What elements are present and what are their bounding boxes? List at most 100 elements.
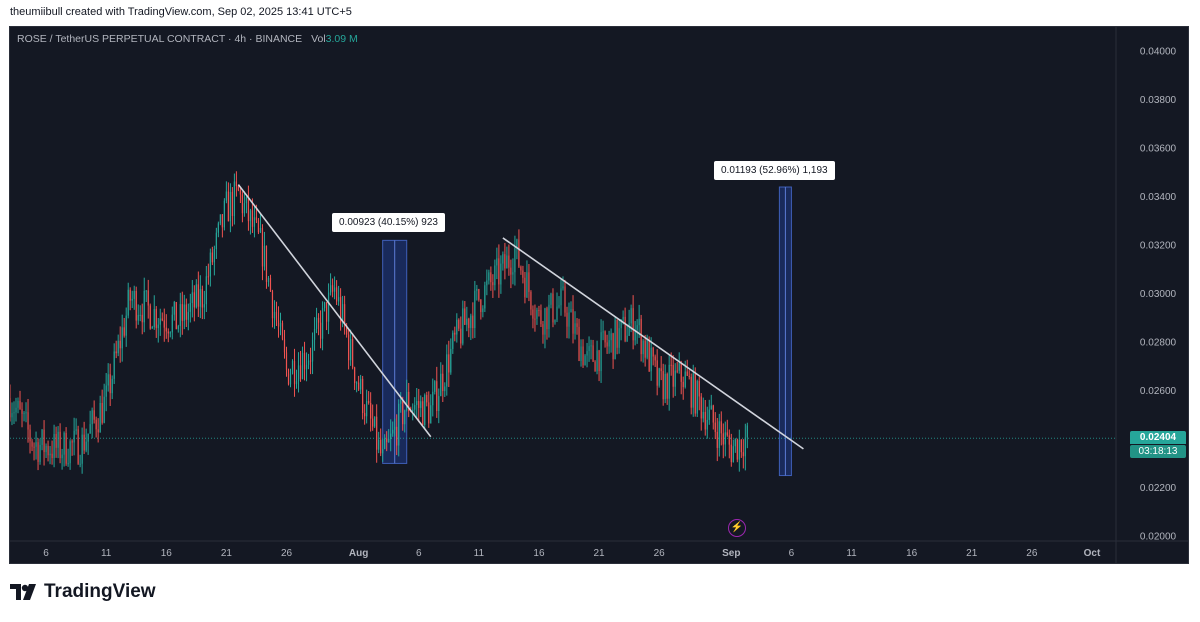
candle-body xyxy=(209,252,211,277)
candle-body xyxy=(440,373,442,397)
candle-body xyxy=(119,340,121,349)
y-tick-label: 0.03000 xyxy=(1140,289,1177,300)
candle-body xyxy=(694,373,696,414)
candle-body xyxy=(79,463,81,465)
candle-body xyxy=(446,354,448,387)
measure-label-2[interactable]: 0.01193 (52.96%) 1,193 xyxy=(714,161,835,180)
candle-body xyxy=(155,309,157,329)
candle-body xyxy=(528,272,530,292)
y-tick-label: 0.03400 xyxy=(1140,192,1177,203)
candle-body xyxy=(368,401,370,403)
y-tick-label: 0.02600 xyxy=(1140,386,1177,397)
candle-body xyxy=(235,181,238,186)
candle-body xyxy=(301,352,304,379)
candle-body xyxy=(297,365,300,381)
symbol-title[interactable]: ROSE / TetherUS PERPETUAL CONTRACT · 4h … xyxy=(17,33,303,45)
candle-body xyxy=(321,308,324,339)
x-tick-label: 26 xyxy=(1026,548,1038,559)
candle-body xyxy=(323,302,326,309)
candle-body xyxy=(183,304,185,321)
candle-body xyxy=(542,324,544,335)
x-tick-label: Aug xyxy=(349,548,368,559)
candle-body xyxy=(47,445,49,456)
candle-body xyxy=(702,411,704,419)
footer-brand: TradingView xyxy=(10,581,156,603)
candle-body xyxy=(167,331,169,334)
candle-body xyxy=(205,276,207,305)
candle-body xyxy=(329,285,332,293)
candle-body xyxy=(67,463,69,465)
candle-body xyxy=(552,293,554,323)
candle-body xyxy=(534,318,536,320)
candle-body xyxy=(438,396,440,411)
candle-body xyxy=(111,378,113,394)
candle-body xyxy=(223,200,225,228)
candle-body xyxy=(498,258,500,285)
candle-body xyxy=(482,308,484,313)
candle-body xyxy=(696,381,698,414)
candle-body xyxy=(271,291,274,319)
candle-body xyxy=(173,302,175,315)
candle-body xyxy=(428,402,430,424)
candle-body xyxy=(582,346,584,366)
symbol-legend[interactable]: ROSE / TetherUS PERPETUAL CONTRACT · 4h … xyxy=(17,33,358,45)
chart-attribution: theumiibull created with TradingView.com… xyxy=(10,6,352,18)
candle-body xyxy=(201,289,203,308)
candle-body xyxy=(352,338,354,368)
candle-body xyxy=(708,409,710,420)
candle-body xyxy=(117,340,119,354)
candle-body xyxy=(618,328,620,348)
candle-body xyxy=(500,263,502,285)
candle-body xyxy=(243,203,246,214)
candle-body xyxy=(744,437,746,457)
candle-body xyxy=(69,441,71,464)
tradingview-logo-icon xyxy=(10,584,36,600)
candle-body xyxy=(10,397,11,418)
candle-body xyxy=(680,362,682,382)
candle-body xyxy=(606,342,608,347)
candle-body xyxy=(23,412,25,414)
chart-panel[interactable]: 0.04000 0.03800 0.03600 0.03400 0.03200 0.030… xyxy=(9,26,1189,564)
candle-body xyxy=(648,339,650,372)
candle-body xyxy=(71,441,73,443)
flash-icon[interactable]: ⚡ xyxy=(728,519,746,537)
candle-body xyxy=(484,285,486,309)
candle-body xyxy=(506,255,508,269)
candle-body xyxy=(738,439,740,460)
candle-body xyxy=(628,323,630,336)
candle-body xyxy=(596,350,598,372)
candle-body xyxy=(237,185,240,191)
candle-body xyxy=(746,425,748,438)
candle-body xyxy=(376,416,378,450)
candle-body xyxy=(13,412,15,414)
candle-body xyxy=(584,355,586,366)
candle-body xyxy=(267,278,270,282)
bar-countdown-value: 03:18:13 xyxy=(1138,446,1178,457)
candle-body xyxy=(303,352,306,370)
candle-body xyxy=(430,405,432,424)
candle-body xyxy=(390,433,392,439)
candle-body xyxy=(614,319,616,360)
x-tick-label: 11 xyxy=(846,548,857,559)
candle-body xyxy=(350,338,352,361)
candle-body xyxy=(163,320,165,328)
candle-body xyxy=(247,197,250,222)
candle-body xyxy=(434,381,436,392)
candle-body xyxy=(466,318,468,325)
candle-body xyxy=(227,191,229,222)
candle-body xyxy=(55,433,57,448)
candle-body xyxy=(153,309,155,328)
candle-body xyxy=(406,391,408,411)
candle-body xyxy=(309,360,312,362)
candle-body xyxy=(478,288,480,300)
candle-body xyxy=(97,429,99,433)
candle-body xyxy=(458,319,460,329)
candle-body xyxy=(41,429,43,445)
price-chart[interactable]: 0.04000 0.03800 0.03600 0.03400 0.03200 0.030… xyxy=(10,27,1188,563)
candle-body xyxy=(107,374,109,386)
measure-label-1[interactable]: 0.00923 (40.15%) 923 xyxy=(332,213,445,232)
candle-body xyxy=(386,438,388,443)
candle-body xyxy=(422,401,424,426)
candle-body xyxy=(504,254,506,269)
candle-body xyxy=(366,401,368,417)
